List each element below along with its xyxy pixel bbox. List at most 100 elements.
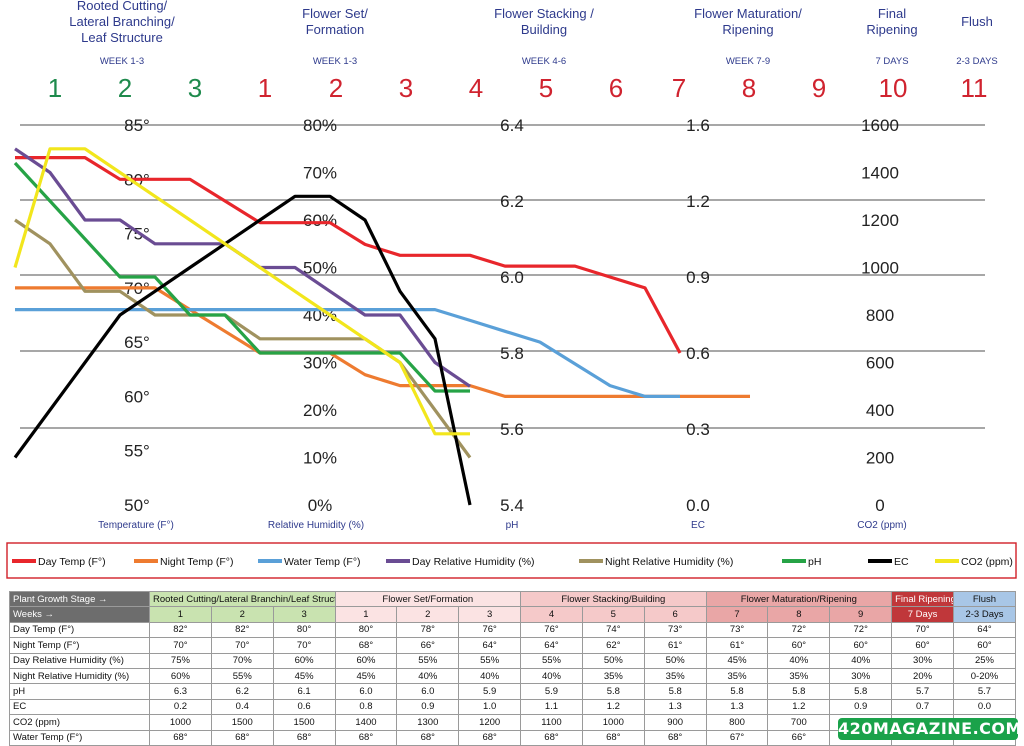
legend-box [6, 542, 1017, 579]
table-cell: 76° [458, 621, 522, 639]
table-week-header: 2 [210, 606, 274, 623]
table-cell: 68° [520, 729, 583, 746]
table-cell: 1.2 [581, 698, 645, 716]
week-number: 4 [469, 73, 483, 103]
series-line [13, 147, 470, 436]
table-cell: 80° [272, 621, 336, 639]
table-cell: 20% [891, 667, 954, 685]
growth-table-grid: Plant Growth Stage → Rooted Cutting/Later… [9, 590, 1017, 746]
series-line [15, 286, 750, 398]
table-cell: 55% [520, 652, 583, 669]
table-row: pH 6.3 6.2 6.1 6.0 6.0 5.9 5.9 5.8 5.8 5.8 5.8 5.8 5.… [9, 683, 1017, 700]
tick-label: 0.6 [686, 344, 710, 363]
table-cell: 60° [952, 637, 1017, 654]
table-cell: 74° [581, 621, 645, 639]
table-cell: 40% [520, 667, 583, 685]
tick-label: 6.4 [500, 116, 524, 135]
legend-label: Day Temp (F°) [38, 556, 106, 568]
stage-title-3: Ripening [722, 22, 773, 37]
legend-label: Night Relative Humidity (%) [605, 556, 733, 568]
table-cell: 68° [581, 729, 645, 746]
tick-label: 85° [124, 116, 150, 135]
tick-label: 10% [303, 449, 337, 468]
stage-title-4: Ripening [866, 22, 917, 37]
table-cell: 40% [829, 652, 893, 669]
table-cell: 5.8 [705, 683, 769, 700]
tick-label: 1000 [861, 259, 899, 278]
legend-label: pH [808, 556, 821, 568]
stage-week-range-3: WEEK 7-9 [726, 56, 770, 67]
table-cell: 1.1 [520, 698, 583, 716]
tick-label: 50° [124, 496, 150, 515]
table-cell: 6.0 [396, 683, 460, 700]
table-row-label: Night Temp (F°) [9, 637, 150, 654]
table-week-header: 8 [767, 606, 831, 623]
table-cell: 5.9 [520, 683, 583, 700]
stage-week-range-4: 7 DAYS [875, 56, 908, 67]
legend-label: Night Temp (F°) [160, 556, 233, 568]
table-stage-header: Flower Set/Formation [334, 590, 522, 608]
table-cell: 60° [891, 637, 954, 654]
table-cell: 5.8 [581, 683, 645, 700]
axis-titles: Temperature (F°) Relative Humidity (%) pH E… [98, 520, 907, 531]
tick-label: 0.3 [686, 420, 710, 439]
table-cell: 6.2 [210, 683, 274, 700]
table-row: Day Temp (F°) 82° 82° 80° 80° 78° 76° 76° 74° 73°… [9, 621, 1017, 639]
table-cell: 1.2 [767, 698, 831, 716]
tick-label: 1400 [861, 164, 899, 183]
table-row-label: Day Relative Humidity (%) [9, 652, 150, 669]
tick-label: 0.0 [686, 496, 710, 515]
table-cell: 6.1 [272, 683, 336, 700]
tick-label: 55° [124, 442, 150, 461]
table-week-header: 9 [829, 606, 893, 623]
table-cell: 40% [767, 652, 831, 669]
table-stage-header: Rooted Cutting/Lateral Branchin/Leaf Str… [149, 590, 336, 608]
stage-week-range-1: WEEK 1-3 [313, 56, 357, 67]
table-cell: 72° [829, 621, 893, 639]
table-cell: 1.3 [643, 698, 707, 716]
legend-label: CO2 (ppm) [961, 556, 1013, 568]
table-cell: 1000 [581, 714, 645, 731]
stage-headers: Rooted Cutting/Lateral Branching/Leaf St… [69, 0, 998, 67]
series-line [13, 161, 470, 393]
week-number: 5 [539, 73, 553, 103]
table-cell: 1200 [458, 714, 522, 731]
stage-title-2: Building [521, 22, 567, 37]
table-row-label: pH [9, 683, 150, 700]
tick-label: 70% [303, 164, 337, 183]
tick-label: 20% [303, 401, 337, 420]
table-row: Night Temp (F°) 70° 70° 70° 68° 66° 64° 64° 62° 6… [9, 637, 1017, 654]
table-cell: 1.3 [705, 698, 769, 716]
table-cell: 55% [210, 667, 274, 685]
tick-label: 400 [866, 401, 894, 420]
table-week-header: 5 [581, 606, 645, 623]
tick-label: 0% [308, 496, 333, 515]
table-cell: 70° [210, 637, 274, 654]
table-cell: 1000 [149, 714, 212, 731]
table-cell: 5.9 [458, 683, 522, 700]
table-row-label: Day Temp (F°) [9, 621, 150, 639]
table-cell: 0.9 [396, 698, 460, 716]
table-cell: 80° [334, 621, 398, 639]
table-cell: 5.8 [643, 683, 707, 700]
table-cell: 68° [149, 729, 212, 746]
axis-title: EC [691, 520, 705, 531]
stage-title-2: Flower Stacking / [494, 6, 594, 21]
tick-label: 60% [303, 211, 337, 230]
table-cell: 0.7 [891, 698, 954, 716]
table-row-label: CO2 (ppm) [9, 714, 150, 731]
axis-title: CO2 (ppm) [857, 520, 906, 531]
table-cell: 68° [272, 729, 336, 746]
tick-label: 6.0 [500, 268, 524, 287]
table-cell: 60% [149, 667, 212, 685]
table-cell: 68° [334, 729, 398, 746]
growth-table: Plant Growth Stage → Rooted Cutting/Later… [9, 590, 1017, 746]
week-number: 11 [961, 73, 988, 103]
table-cell: 78° [396, 621, 460, 639]
table-week-header: 7 [705, 606, 769, 623]
week-number: 1 [258, 73, 272, 103]
week-number: 3 [188, 73, 202, 103]
table-cell: 700 [767, 714, 831, 731]
table-stage-header: Flush [952, 590, 1017, 608]
table-week-header: 3 [272, 606, 336, 623]
